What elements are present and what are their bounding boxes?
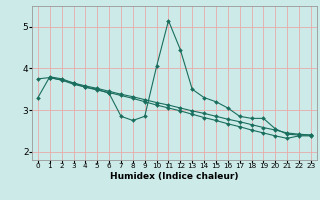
X-axis label: Humidex (Indice chaleur): Humidex (Indice chaleur) — [110, 172, 239, 181]
